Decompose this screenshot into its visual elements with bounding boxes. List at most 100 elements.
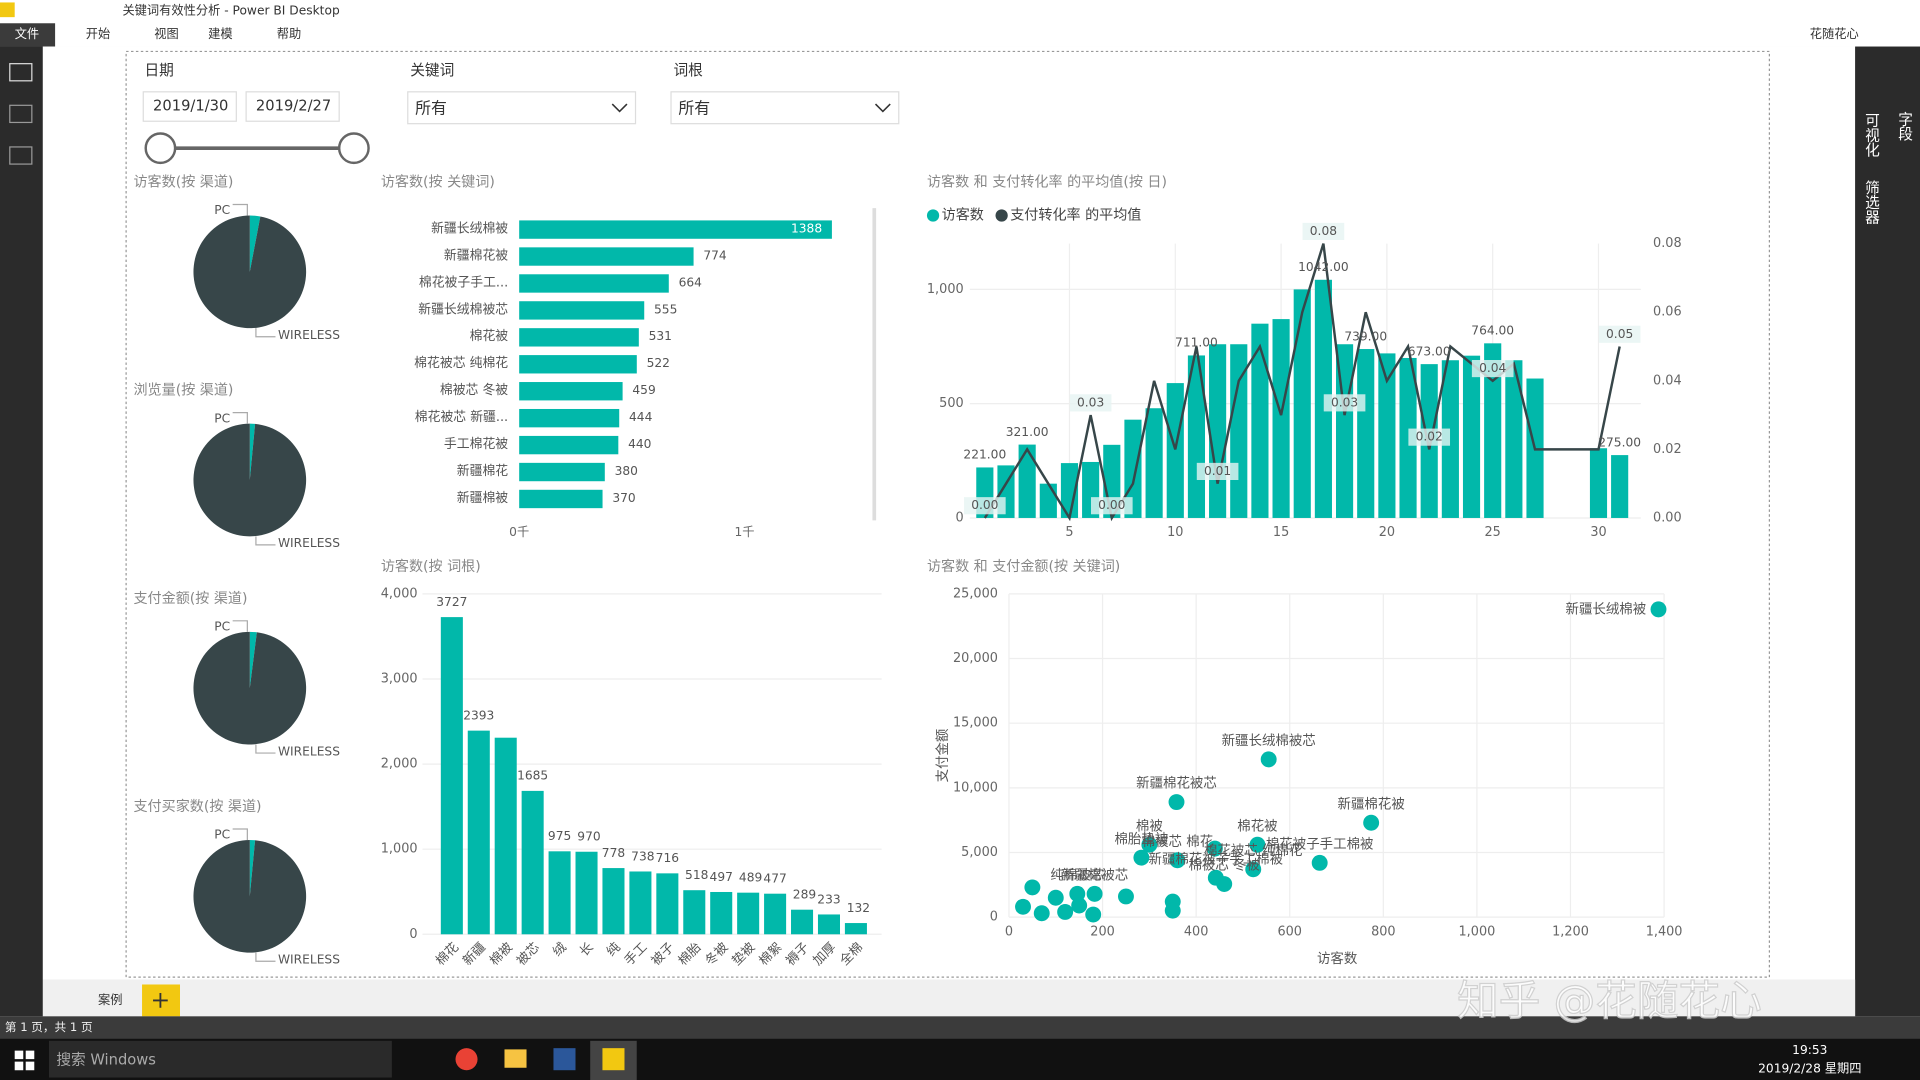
- dropdown-value: 所有: [678, 98, 710, 117]
- point: [1024, 879, 1041, 896]
- panel-tab: 可视化: [1863, 113, 1880, 157]
- pie-label: WIRELESS: [278, 953, 340, 967]
- leader: [255, 536, 276, 546]
- value-label: 522: [647, 356, 670, 370]
- data-icon[interactable]: [9, 104, 33, 124]
- bar: [1060, 463, 1079, 518]
- value-label: 489: [739, 870, 762, 884]
- bar: [1145, 408, 1163, 518]
- bar: [1357, 349, 1375, 518]
- leader: [232, 203, 248, 216]
- value-label: 3727: [436, 595, 467, 609]
- point-label: 棉被芯 棉花: [1142, 834, 1214, 850]
- value-label: 970: [577, 830, 600, 844]
- legend-dot: [926, 209, 940, 222]
- menu-item: 文件: [15, 26, 39, 41]
- category-label: 棉被芯 冬被: [440, 382, 508, 398]
- label-bg: [1090, 497, 1133, 515]
- category-label: 棉花被芯 纯棉花: [414, 355, 508, 371]
- value-label: 380: [615, 464, 638, 478]
- point: [1363, 814, 1380, 831]
- bar: [1166, 383, 1184, 518]
- bar: [764, 893, 787, 935]
- bar: [1018, 444, 1036, 518]
- point: [1086, 885, 1103, 902]
- dropdown[interactable]: [407, 91, 637, 125]
- y2-tick-label: 0.04: [1653, 373, 1682, 388]
- file-tab[interactable]: [0, 23, 56, 47]
- label-bg: [1408, 428, 1451, 446]
- point-label: 新疆长绒棉被芯: [1222, 733, 1316, 749]
- point: [1118, 888, 1134, 905]
- point: [1141, 836, 1158, 853]
- bar: [1293, 289, 1311, 518]
- value-label: 0.00: [971, 498, 998, 512]
- y2-tick-label: 0.00: [1653, 510, 1682, 525]
- pie-label: PC: [214, 619, 230, 633]
- start-button[interactable]: [14, 1050, 35, 1071]
- model-icon[interactable]: [9, 146, 33, 165]
- bar: [817, 914, 840, 935]
- date-input[interactable]: [245, 91, 340, 122]
- title-bar: [0, 0, 1920, 47]
- explorer-icon[interactable]: [504, 1049, 527, 1068]
- category-label: 手工棉花被: [444, 436, 508, 452]
- menu-item: 视图: [154, 26, 178, 41]
- bar: [1272, 319, 1290, 518]
- point: [1164, 902, 1181, 919]
- chrome-icon[interactable]: [455, 1048, 478, 1071]
- menu-item: 建模: [208, 27, 232, 41]
- label-bg: [964, 497, 1006, 515]
- bar: [1441, 360, 1459, 518]
- search-box[interactable]: [48, 1040, 392, 1078]
- value-label: 444: [629, 410, 653, 424]
- point: [1047, 889, 1064, 906]
- date-input[interactable]: [142, 91, 237, 122]
- point: [1206, 840, 1223, 857]
- label-bg: [1196, 462, 1239, 480]
- y-tick-label: 0: [990, 910, 998, 925]
- filter-label: 词根: [673, 62, 703, 79]
- date-value: 2019/1/30: [153, 98, 228, 115]
- bar: [629, 871, 652, 935]
- slider-handle[interactable]: [337, 132, 370, 165]
- chart-title: 访客数 和 支付转化率 的平均值(按 日): [927, 173, 1167, 190]
- chevron: [611, 103, 628, 113]
- chart-title: 访客数(按 词根): [381, 558, 481, 575]
- bar: [521, 790, 544, 935]
- bar: [602, 868, 625, 935]
- value-label: 764.00: [1471, 324, 1514, 338]
- value-label: 0.01: [1204, 464, 1231, 478]
- pie-slice: [193, 215, 307, 329]
- value-label: 289: [793, 887, 816, 901]
- dropdown[interactable]: [670, 91, 900, 125]
- point: [1245, 861, 1262, 878]
- bar: [548, 851, 571, 935]
- bar: [467, 730, 490, 935]
- point: [1071, 897, 1088, 914]
- y2-tick-label: 0.06: [1653, 305, 1682, 320]
- point-label: 棉花被: [1237, 818, 1277, 834]
- bar: [519, 220, 832, 239]
- x-tick-label: 1,000: [1459, 924, 1496, 939]
- slider-handle[interactable]: [144, 132, 177, 165]
- point: [1216, 876, 1233, 892]
- point-label: 棉被: [1136, 818, 1163, 834]
- y-tick-label: 0: [409, 927, 417, 942]
- value-label: 0.04: [1479, 361, 1506, 375]
- label-bg: [1598, 325, 1641, 343]
- word-icon[interactable]: [553, 1048, 576, 1071]
- pbi-icon: [602, 1048, 625, 1071]
- bar: [519, 355, 637, 374]
- report-icon[interactable]: [9, 63, 33, 82]
- menu-item: 帮助: [277, 27, 301, 41]
- x-tick-label: 200: [1090, 924, 1115, 939]
- category-label: 棉花被芯 新疆...: [415, 409, 508, 425]
- filter-label: 关键词: [410, 62, 454, 79]
- leader: [255, 328, 276, 338]
- y-tick-label: 1,000: [381, 842, 418, 857]
- value-label: 0.05: [1606, 327, 1633, 341]
- value-label: 221.00: [963, 448, 1006, 462]
- label-bg: [1323, 394, 1366, 412]
